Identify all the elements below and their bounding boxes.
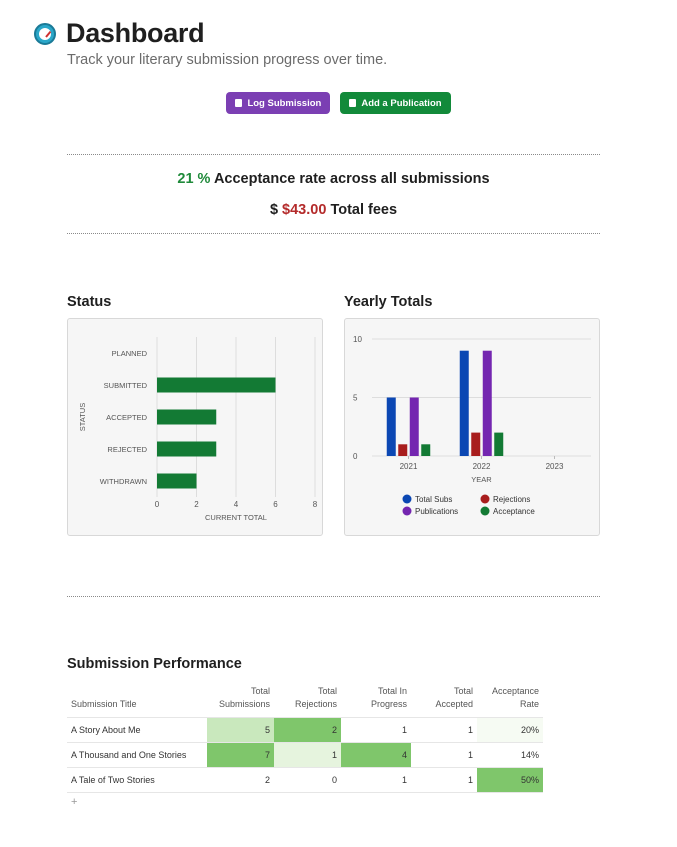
col-header-acceptance-rate[interactable]: Acceptance Rate <box>491 686 539 709</box>
legend-swatch <box>480 506 490 516</box>
yearly-totals-chart: 0 5 10 2021 2022 2023 YEAR Total Subs Rejections… <box>353 335 591 516</box>
table-header-row: Submission Title Total Submissions Total R… <box>67 681 543 718</box>
legend-swatch <box>402 494 412 504</box>
col-header-submissions[interactable]: Total Submissions <box>218 686 270 709</box>
action-buttons: Log Submission Add a Publication <box>0 92 677 114</box>
yearly-bar <box>386 397 396 456</box>
col-header-title[interactable]: Submission Title <box>71 699 137 709</box>
total-fees-value: $43.00 <box>282 202 327 218</box>
y-tick-label: PLANNED <box>112 349 148 358</box>
y-tick-label: WITHDRAWN <box>100 477 147 486</box>
submission-performance-table: Submission Title Total Submissions Total R… <box>67 681 543 793</box>
add-publication-button[interactable]: Add a Publication <box>340 92 451 114</box>
status-bar <box>157 377 276 393</box>
cell-in-progress[interactable]: 1 <box>341 767 411 793</box>
divider <box>67 233 600 234</box>
legend-swatch <box>480 494 490 504</box>
log-submission-button[interactable]: Log Submission <box>226 92 331 114</box>
x-tick-label: 6 <box>273 500 278 509</box>
table-row[interactable]: A Tale of Two Stories 2 0 1 1 50% <box>67 767 543 793</box>
divider <box>67 154 600 155</box>
status-chart-card: 0 2 4 6 8 PLANNED SUBMITTED ACCEPTED REJECTED WIT… <box>67 318 323 536</box>
yearly-bar <box>459 350 469 456</box>
x-tick-label: 8 <box>313 500 318 509</box>
page-title: Dashboard <box>66 18 205 48</box>
status-bar <box>157 409 217 425</box>
legend-label: Publications <box>415 507 458 516</box>
y-tick-label: 5 <box>353 394 358 403</box>
yearly-bar <box>471 432 481 456</box>
y-tick-label: 0 <box>353 452 358 461</box>
cell-in-progress[interactable]: 4 <box>341 742 411 768</box>
yearly-bar <box>482 350 492 456</box>
cell-acceptance-rate[interactable]: 50% <box>477 767 543 793</box>
x-tick-label: 2022 <box>473 462 491 471</box>
acceptance-rate-value: 21 % <box>177 171 211 187</box>
cell-rejections[interactable]: 2 <box>274 717 341 743</box>
x-tick-label: 2021 <box>400 462 418 471</box>
cell-accepted[interactable]: 1 <box>411 767 477 793</box>
cell-submissions[interactable]: 5 <box>207 717 274 743</box>
yearly-totals-heading: Yearly Totals <box>344 294 433 310</box>
col-header-accepted[interactable]: Total Accepted <box>435 686 473 709</box>
cell-title[interactable]: A Tale of Two Stories <box>67 767 207 793</box>
y-tick-label: 10 <box>353 335 362 344</box>
acceptance-stat: 21 % Acceptance rate across all submissi… <box>67 171 600 187</box>
x-axis-label: CURRENT TOTAL <box>205 513 267 522</box>
table-row[interactable]: A Thousand and One Stories 7 1 4 1 14% <box>67 742 543 768</box>
y-tick-label: REJECTED <box>107 445 147 454</box>
cell-acceptance-rate[interactable]: 20% <box>477 717 543 743</box>
status-bar <box>157 473 197 489</box>
table-row[interactable]: A Story About Me 5 2 1 1 20% <box>67 717 543 743</box>
divider <box>67 596 600 597</box>
x-tick-label: 4 <box>234 500 239 509</box>
cell-rejections[interactable]: 0 <box>274 767 341 793</box>
cell-rejections[interactable]: 1 <box>274 742 341 768</box>
cell-accepted[interactable]: 1 <box>411 717 477 743</box>
document-plus-icon <box>349 99 357 107</box>
status-chart: 0 2 4 6 8 PLANNED SUBMITTED ACCEPTED REJECTED WIT… <box>78 337 318 522</box>
yearly-bar <box>398 444 408 456</box>
cell-submissions[interactable]: 2 <box>207 767 274 793</box>
cell-acceptance-rate[interactable]: 14% <box>477 742 543 768</box>
y-axis-label: STATUS <box>78 403 87 431</box>
cell-accepted[interactable]: 1 <box>411 742 477 768</box>
status-bar <box>157 441 217 457</box>
yearly-bar <box>494 432 504 456</box>
dashboard-gauge-icon <box>34 22 56 45</box>
yearly-bar <box>409 397 419 456</box>
acceptance-rate-label: Acceptance rate across all submissions <box>213 171 490 187</box>
submission-performance-heading: Submission Performance <box>67 656 242 672</box>
page-subtitle: Track your literary submission progress … <box>67 52 388 68</box>
cell-title[interactable]: A Thousand and One Stories <box>67 742 207 768</box>
cell-title[interactable]: A Story About Me <box>67 717 207 743</box>
page-header: Dashboard <box>34 18 205 49</box>
book-icon <box>235 99 243 107</box>
x-axis-label: YEAR <box>471 475 492 484</box>
x-tick-label: 0 <box>155 500 160 509</box>
col-header-in-progress[interactable]: Total In Progress <box>370 686 407 709</box>
add-publication-label: Add a Publication <box>361 97 442 109</box>
status-heading: Status <box>67 294 112 310</box>
legend-label: Total Subs <box>415 495 452 504</box>
legend-label: Rejections <box>493 495 530 504</box>
x-tick-label: 2023 <box>546 462 564 471</box>
cell-submissions[interactable]: 7 <box>207 742 274 768</box>
y-tick-label: SUBMITTED <box>104 381 148 390</box>
yearly-chart-card: 0 5 10 2021 2022 2023 YEAR Total Subs Rejections… <box>344 318 600 536</box>
col-header-rejections[interactable]: Total Rejections <box>294 686 337 709</box>
fees-stat: $ $43.00 Total fees <box>67 202 600 218</box>
yearly-bar <box>421 444 431 456</box>
y-tick-label: ACCEPTED <box>106 413 147 422</box>
fees-prefix: $ <box>269 202 279 218</box>
add-row-button[interactable]: + <box>71 796 78 808</box>
cell-in-progress[interactable]: 1 <box>341 717 411 743</box>
total-fees-label: Total fees <box>330 202 398 218</box>
legend-swatch <box>402 506 412 516</box>
log-submission-label: Log Submission <box>247 97 322 109</box>
legend-label: Acceptance <box>493 507 535 516</box>
x-tick-label: 2 <box>194 500 199 509</box>
